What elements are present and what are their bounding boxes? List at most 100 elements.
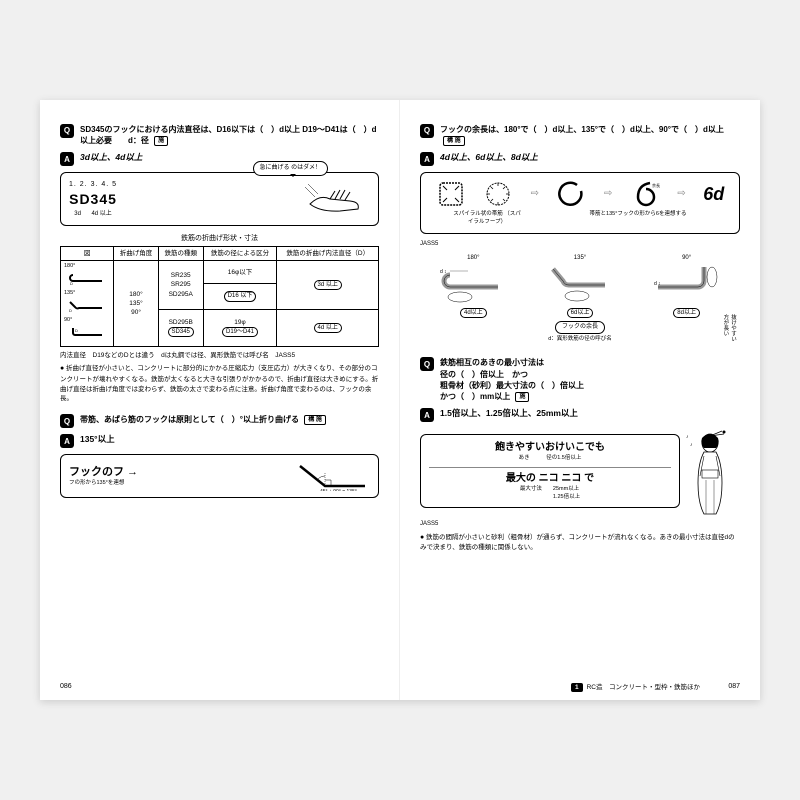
q-badge: Q — [60, 414, 74, 428]
jass-135-val: 6d以上 — [567, 308, 594, 318]
page-right: Q フックの余長は、180°で（ ）d以上、135°で（ ）d以上、90°で（ … — [400, 100, 760, 700]
q-badge: Q — [420, 124, 434, 138]
question-1: Q SD345のフックにおける内法直径は、D16以下は（ ）d以上 D19～D4… — [60, 124, 379, 146]
page-spread: Q SD345のフックにおける内法直径は、D16以下は（ ）d以上 D19～D4… — [40, 100, 760, 700]
mnem1-s1: あき — [519, 455, 530, 461]
hook-180-icon: D — [67, 271, 107, 287]
a2-text: 135°以上 — [80, 434, 379, 446]
svg-text:余長: 余長 — [652, 182, 660, 188]
six-shape-icon: 余長 — [630, 179, 660, 209]
a-badge: A — [420, 408, 434, 422]
a-badge: A — [420, 152, 434, 166]
svg-text:D: D — [70, 281, 73, 286]
jass-135-icon — [545, 263, 615, 303]
tag: 施 — [515, 392, 529, 402]
angle-135-diagram: 45° + 90° = 135° — [290, 461, 370, 491]
q-badge: Q — [420, 357, 434, 371]
jass5-ref-2: JASS5 — [420, 520, 740, 528]
th-type: 鉄筋の種類 — [158, 247, 203, 261]
fig-cell: 180° D 135° D 90° D — [61, 261, 114, 346]
spiral-square-icon — [436, 179, 466, 209]
hook-135-icon: D — [67, 298, 107, 314]
a-badge: A — [60, 434, 74, 448]
d-note: d：異形鉄筋の径の呼び名 — [532, 336, 628, 344]
svg-text:♪: ♪ — [690, 442, 693, 448]
answer-1: A 3d以上、4d以上 — [60, 152, 379, 166]
spec-table: 図 折曲げ角度 鉄筋の種類 鉄筋の径による区分 鉄筋の折曲げ内法直径（D） 18… — [60, 246, 379, 346]
tag: 構 施 — [304, 415, 326, 425]
svg-text:45° + 90° = 135°: 45° + 90° = 135° — [320, 489, 357, 491]
tag: 構 施 — [443, 136, 465, 146]
explanation-1: ● 折曲げ直径が小さいと、コンクリートに部分的にかかる圧縮応力（支圧応力）が大き… — [60, 364, 379, 404]
a1-text: 3d以上、4d以上 — [80, 152, 379, 164]
question-r1: Q フックの余長は、180°で（ ）d以上、135°で（ ）d以上、90°で（ … — [420, 124, 740, 146]
th-diam: 鉄筋の径による区分 — [203, 247, 277, 261]
spiral-caption-1: スパイラル状の帯筋 （スパイラルフープ） — [452, 211, 522, 226]
sd-numbers: 1. 2. 3. 4. 5 — [69, 180, 117, 190]
inner-cell-2: 4d 以上 — [277, 309, 379, 346]
table-title: 鉄筋の折曲げ形状・寸法 — [60, 234, 379, 244]
type-cell-2: SD295B SD345 — [158, 309, 203, 346]
tag: 施 — [154, 136, 168, 146]
sd345-box: 急に曲げる のはダメ！ 1. 2. 3. 4. 5 SD345 3d4d 以上 — [60, 172, 379, 226]
table-footnote: 内法直径 D19などのDとは違う dは丸鋼では径、異形鉄筋では呼び名 JASS5 — [60, 351, 379, 361]
six-d-text: 6d — [703, 182, 724, 207]
spiral-circle-icon — [483, 179, 513, 209]
qr2-text: 鉄筋相互のあきの最小寸法は 径の（ ）倍以上 かつ 粗骨材（砂利）最大寸法の（ … — [440, 357, 740, 402]
svg-text:d ↕: d ↕ — [440, 269, 447, 275]
chapter-label: 1 RC造 コンクリート・型枠・鉄筋ほか — [571, 683, 700, 692]
ar1-text: 4d以上、6d以上、8d以上 — [440, 152, 740, 164]
diam-cell-2: D16 以下 — [203, 284, 277, 309]
speech-bubble: 急に曲げる のはダメ！ — [253, 161, 329, 175]
hook-fu-label: フックのフ → — [69, 465, 138, 480]
svg-text:♪: ♪ — [686, 434, 689, 440]
hook-yocho-label: フックの余長 — [555, 321, 605, 333]
mnem2-s1: 最大寸法 — [520, 486, 542, 492]
arrow-icon: ⇨ — [531, 187, 539, 201]
sd-under-l: 3d — [74, 210, 81, 218]
jass-135-label: 135° — [532, 254, 628, 262]
sd-under-r: 4d 以上 — [91, 210, 111, 218]
diam-cell-3: 19φ D19～D41 — [203, 309, 277, 346]
hand-illustration — [300, 179, 370, 219]
page-number-left: 086 — [60, 682, 72, 692]
diam-cell-1: 16φ以下 — [203, 261, 277, 284]
answer-r2: A 1.5倍以上、1.25倍以上、25mm以上 — [420, 408, 740, 422]
spiral-box: ⇨ ⇨ 余長 ⇨ 6d スパイラル状の帯筋 （スパイラルフープ） 帯筋と135°… — [420, 172, 740, 233]
jass-90-icon: d ↕ — [652, 263, 722, 303]
svg-text:D: D — [69, 308, 72, 313]
chapter-num: 1 — [571, 683, 583, 692]
jass-180-icon: d ↕ — [438, 263, 508, 303]
chapter-text: RC造 コンクリート・型枠・鉄筋ほか — [587, 684, 700, 691]
jass-diagram-row: 180° d ↕ 4d以上 135° 6d以上 フックの余長 — [420, 254, 740, 343]
sd-main: SD345 — [69, 190, 117, 210]
explanation-r2: ● 鉄筋の間隔が小さいと砂利（粗骨材）が通らず、コンクリートが流れなくなる。あき… — [420, 533, 740, 553]
inner-cell-1: 3d 以上 — [277, 261, 379, 310]
answer-r1: A 4d以上、6d以上、8d以上 — [420, 152, 740, 166]
question-2: Q 帯筋、あばら筋のフックは原則として（ ）°以上折り曲げる 構 施 — [60, 414, 379, 428]
type-cell-1: SR235 SR295 SD295A — [158, 261, 203, 310]
q-badge: Q — [60, 124, 74, 138]
right-vertical-note: 抜けやすい方が長い — [721, 314, 736, 343]
angle-cell: 180° 135° 90° — [114, 261, 159, 346]
q1-text: SD345のフックにおける内法直径は、D16以下は（ ）d以上 D19～D41は… — [80, 124, 379, 146]
arrow-icon: ⇨ — [604, 187, 612, 201]
sd-mnemonic: 1. 2. 3. 4. 5 SD345 3d 4d 以上 — [69, 180, 117, 218]
hook-90-icon: D — [67, 325, 107, 341]
th-fig: 図 — [61, 247, 114, 261]
th-inner: 鉄筋の折曲げ内法直径（D） — [277, 247, 379, 261]
jass-180-val: 4d以上 — [460, 308, 487, 318]
a-badge: A — [60, 152, 74, 166]
mnem1-s2: 径の1.5倍以上 — [546, 455, 581, 461]
page-left: Q SD345のフックにおける内法直径は、D16以下は（ ）d以上 D19～D4… — [40, 100, 400, 700]
mnemonic-box: 飽きやすいおけいこでも あき 径の1.5倍以上 最大の ニコ ニコ で 最大寸法… — [420, 434, 680, 508]
q2-text: 帯筋、あばら筋のフックは原則として（ ）°以上折り曲げる 構 施 — [80, 414, 379, 425]
open-circle-icon — [557, 179, 587, 209]
mnem1-big: 飽きやすいおけいこでも — [429, 441, 671, 455]
arrow-icon: ⇨ — [677, 187, 685, 201]
qr1-text: フックの余長は、180°で（ ）d以上、135°で（ ）d以上、90°で（ ）d… — [440, 124, 740, 146]
hook-fu-box: フックのフ → フの形から135°を連想 45° + 90° = 135° — [60, 454, 379, 498]
jass-90-val: 8d以上 — [673, 308, 700, 318]
ar2-text: 1.5倍以上、1.25倍以上、25mm以上 — [440, 408, 740, 420]
mnem2-big: 最大の ニコ ニコ で — [429, 472, 671, 486]
